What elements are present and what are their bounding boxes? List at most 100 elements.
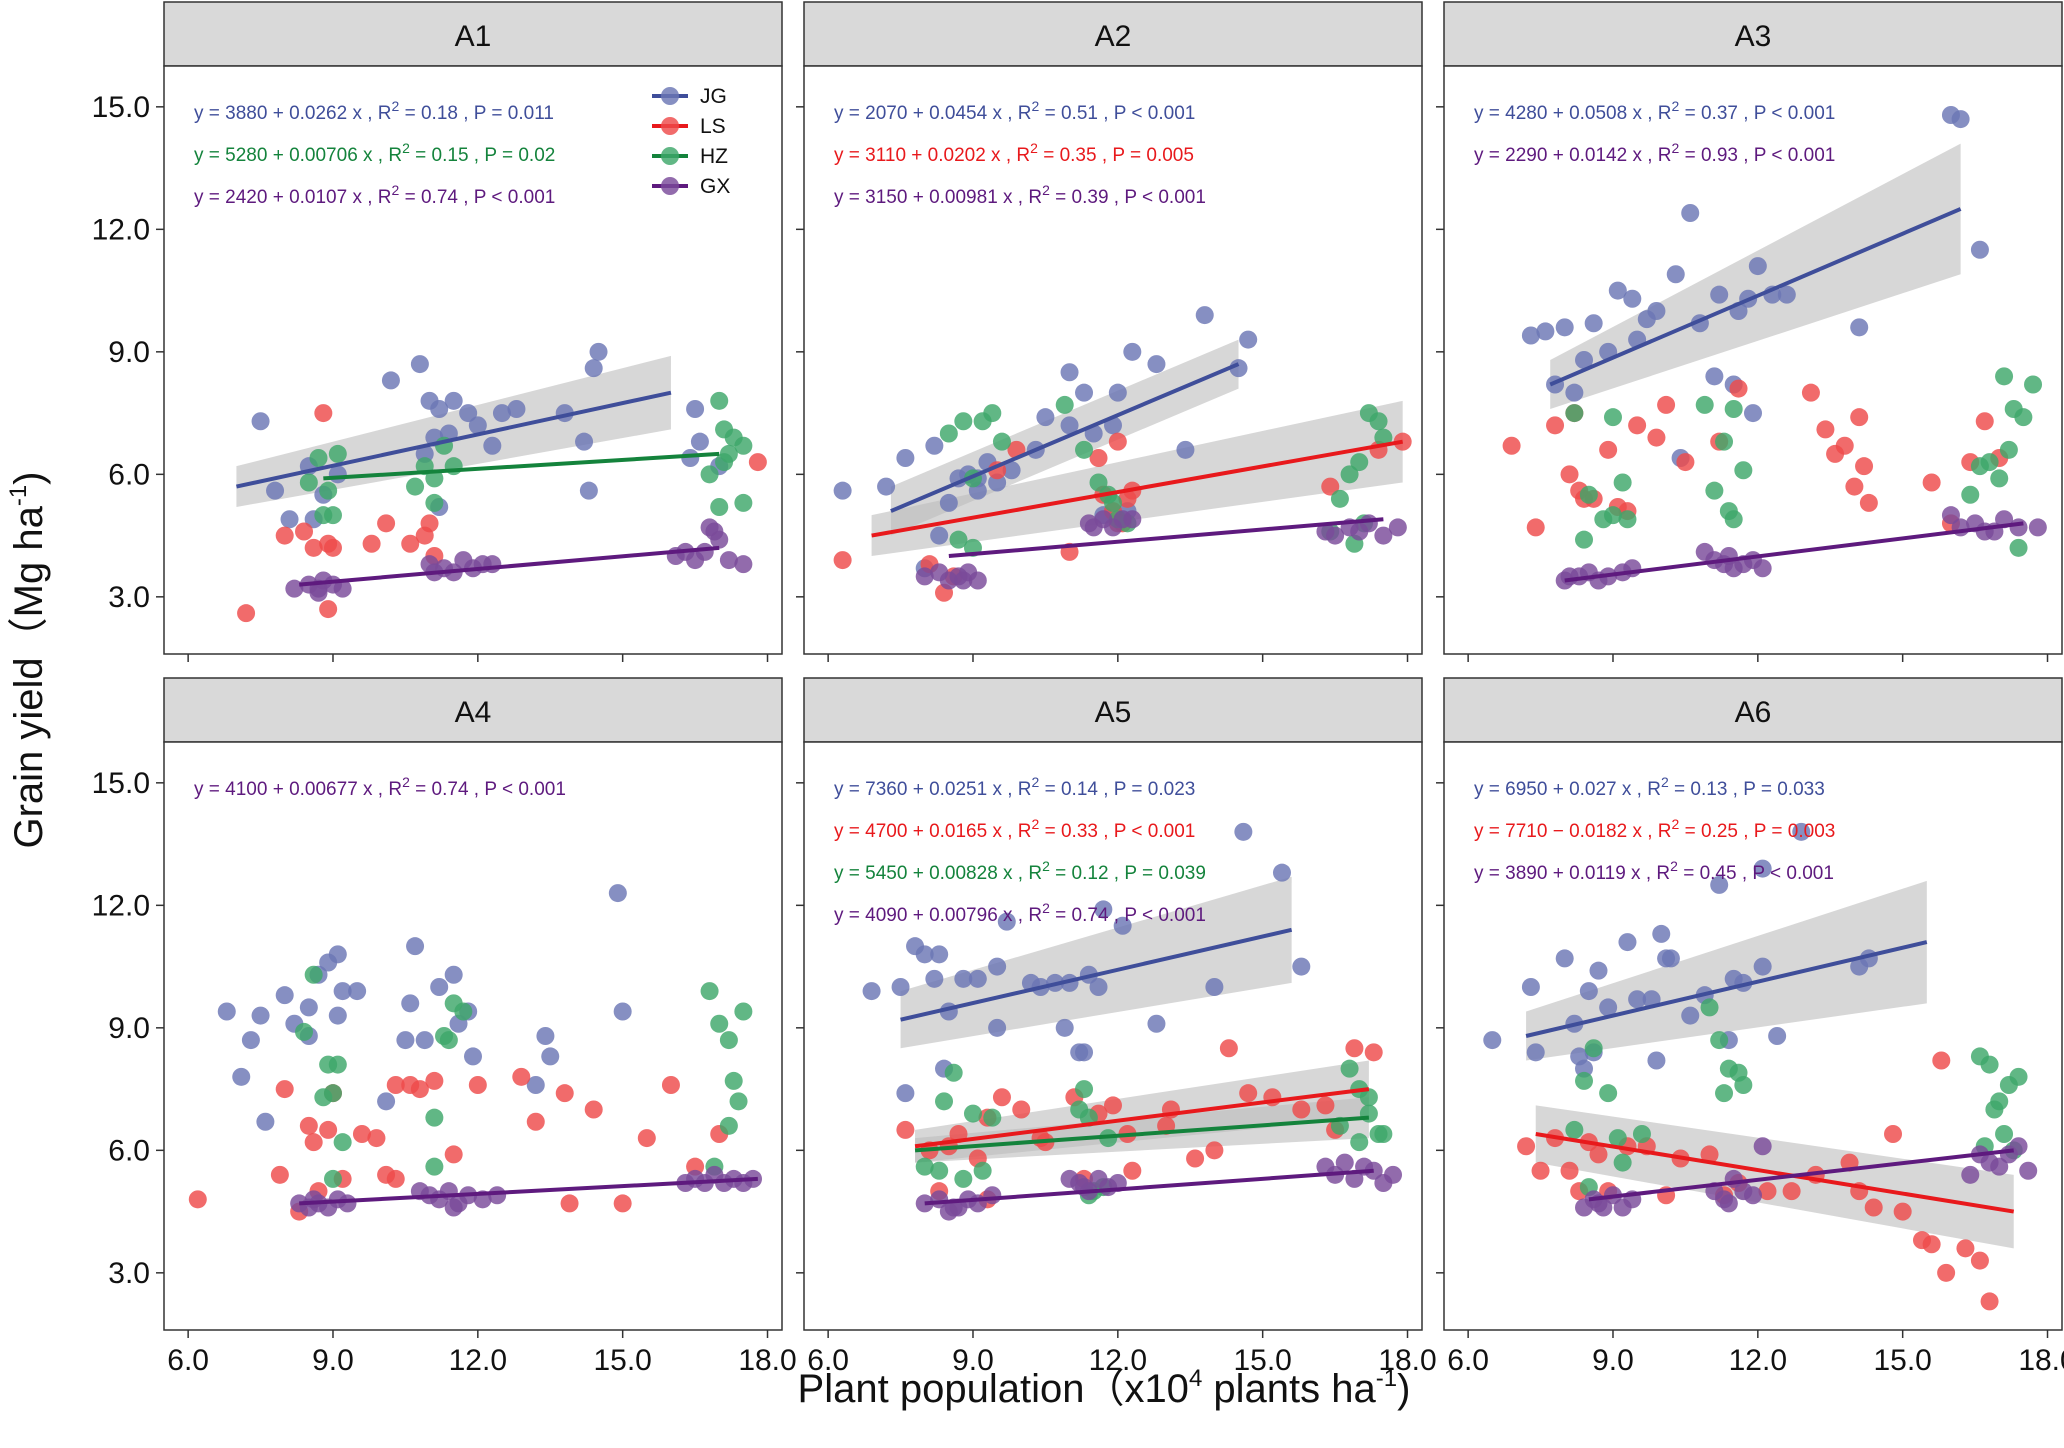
- point-jg: [1753, 859, 1772, 878]
- point-jg: [896, 1084, 915, 1103]
- x-tick-label: 9.0: [1592, 1344, 1634, 1377]
- point-ls: [1364, 1043, 1383, 1062]
- point-jg: [1483, 1031, 1502, 1050]
- point-hz: [973, 1161, 992, 1180]
- x-tick-label: 18.0: [2018, 1344, 2064, 1377]
- panel-title: A2: [1095, 20, 1132, 53]
- point-ls: [1123, 1161, 1142, 1180]
- point-hz: [1374, 1125, 1393, 1143]
- equation-jg-0: y = 7360 + 0.0251 x , R2 = 0.14 , P = 0.…: [834, 774, 1195, 800]
- point-jg: [401, 994, 420, 1013]
- point-ls: [1647, 428, 1666, 447]
- point-ls: [1855, 457, 1874, 476]
- point-hz: [1700, 998, 1719, 1017]
- point-ls: [420, 514, 439, 533]
- point-gx: [1374, 526, 1393, 545]
- point-jg: [241, 1031, 260, 1050]
- point-jg: [251, 412, 270, 431]
- point-ls: [1546, 416, 1565, 435]
- point-ls: [1816, 420, 1835, 439]
- point-jg: [877, 477, 896, 496]
- point-hz: [1075, 440, 1094, 459]
- point-jg: [217, 1002, 236, 1021]
- point-jg: [381, 371, 400, 390]
- point-ls: [362, 534, 381, 553]
- point-jg: [1176, 440, 1195, 459]
- point-hz: [1613, 1153, 1632, 1172]
- panel-strip: [803, 1, 1423, 67]
- y-tick-label: 15.0: [92, 91, 150, 124]
- point-hz: [1575, 1071, 1594, 1090]
- point-jg: [1777, 285, 1796, 304]
- point-ls: [661, 1076, 680, 1094]
- point-ls: [1975, 412, 1994, 431]
- panel-title: A5: [1095, 696, 1132, 729]
- point-jg: [1113, 916, 1132, 935]
- point-hz: [1632, 1125, 1651, 1143]
- point-hz: [710, 1014, 729, 1033]
- point-ls: [1205, 1141, 1224, 1160]
- point-jg: [1147, 355, 1166, 374]
- point-hz: [1618, 510, 1637, 529]
- point-hz: [700, 465, 719, 484]
- point-jg: [1292, 957, 1311, 976]
- point-gx: [1326, 526, 1345, 545]
- confidence-band-hz: [915, 1097, 1369, 1163]
- point-ls: [896, 1120, 915, 1139]
- point-jg: [1536, 322, 1555, 341]
- point-ls: [748, 453, 767, 472]
- point-jg: [925, 969, 944, 988]
- point-ls: [1589, 1145, 1608, 1164]
- equation-jg-0: y = 3880 + 0.0262 x , R2 = 0.18 , P = 0.…: [194, 98, 554, 124]
- point-jg: [1710, 875, 1729, 894]
- point-jg: [575, 432, 594, 451]
- point-hz: [1710, 1031, 1729, 1050]
- equation-ls-1: y = 3110 + 0.0202 x , R2 = 0.35 , P = 0.…: [834, 140, 1194, 166]
- point-ls: [410, 1080, 429, 1099]
- fit-line-jg: [900, 927, 1293, 1022]
- point-jg: [925, 436, 944, 455]
- point-jg: [915, 945, 934, 964]
- panel-title: A3: [1735, 20, 1772, 53]
- point-ls: [1970, 1251, 1989, 1270]
- point-hz: [314, 506, 333, 525]
- point-gx: [2019, 1161, 2038, 1180]
- point-ls: [1893, 1202, 1912, 1221]
- point-jg: [526, 1076, 545, 1094]
- panel-title: A1: [455, 20, 492, 53]
- point-ls: [833, 551, 852, 570]
- point-ls: [1321, 477, 1340, 496]
- point-ls: [304, 1133, 323, 1152]
- point-jg: [954, 969, 973, 988]
- point-ls: [992, 1088, 1011, 1107]
- point-jg: [1089, 978, 1108, 996]
- point-hz: [1724, 510, 1743, 529]
- point-ls: [1922, 473, 1941, 492]
- fit-line-jg: [235, 390, 672, 489]
- point-ls: [367, 1129, 386, 1148]
- point-jg: [1652, 924, 1671, 943]
- equation-jg-0: y = 2070 + 0.0454 x , R2 = 0.51 , P < 0.…: [834, 98, 1195, 124]
- fit-line-gx: [299, 545, 720, 587]
- point-hz: [719, 444, 738, 463]
- fit-line-ls: [871, 439, 1404, 538]
- point-hz: [983, 404, 1002, 423]
- equation-jg-0: y = 6950 + 0.027 x , R2 = 0.13 , P = 0.0…: [1474, 774, 1825, 800]
- point-hz: [1579, 485, 1598, 504]
- point-gx: [309, 583, 328, 602]
- point-ls: [526, 1112, 545, 1131]
- equation-gx-3: y = 4090 + 0.00796 x , R2 = 0.74 , P < 0…: [834, 900, 1206, 926]
- point-gx: [1335, 1153, 1354, 1172]
- point-jg: [968, 969, 987, 988]
- point-hz: [1715, 1084, 1734, 1103]
- point-jg: [275, 986, 294, 1005]
- point-jg: [1123, 342, 1142, 361]
- point-ls: [1826, 444, 1845, 463]
- x-tick-label: 9.0: [952, 1344, 994, 1377]
- point-hz: [2009, 538, 2028, 557]
- point-hz: [954, 412, 973, 431]
- point-jg: [251, 1006, 270, 1025]
- point-hz: [1695, 395, 1714, 414]
- panel-a5: A5 6.0 9.0 12.0 15.0 18.0 y = 7360 + 0.0251 x …: [796, 677, 1437, 1377]
